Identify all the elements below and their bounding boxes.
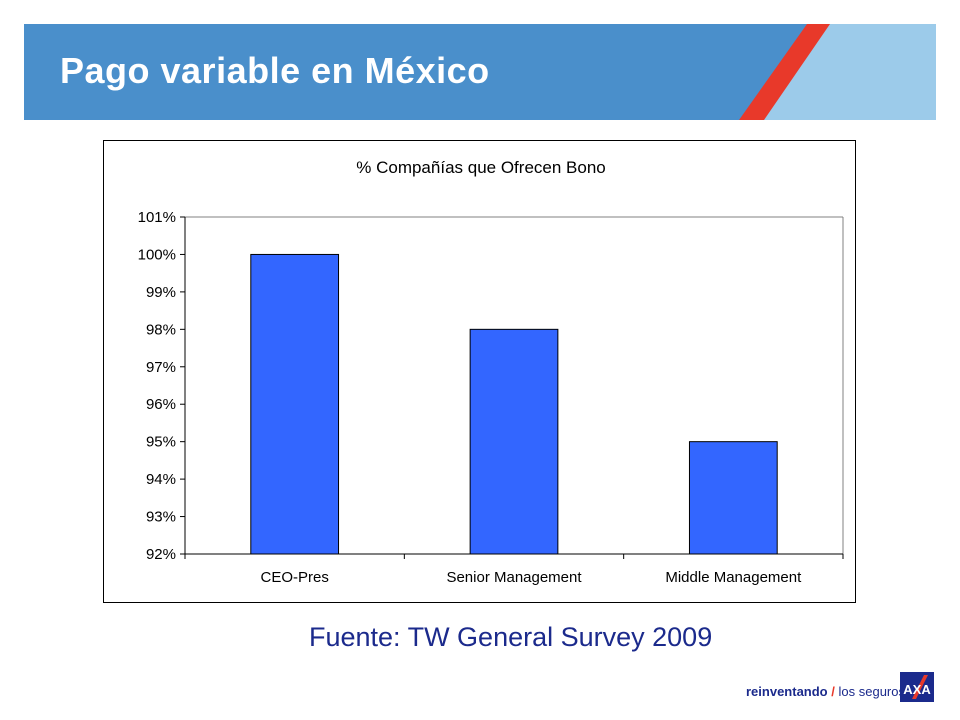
y-tick-label: 93% (146, 509, 176, 526)
tagline-slash: / (831, 684, 835, 699)
header-light-panel (754, 24, 936, 120)
y-tick-label: 101% (138, 209, 176, 226)
slide-header: Pago variable en México (24, 24, 936, 120)
axa-logo-slash (912, 675, 928, 699)
plot-area: 92% 93% 94% 95% 96% 97% 98% 99% 100% 101% CEO-Pres… (138, 209, 844, 586)
x-tick-label: Middle Management (665, 569, 802, 586)
axa-logo: AXA (900, 672, 934, 702)
source-note: Fuente: TW General Survey 2009 (309, 622, 713, 652)
y-tick-label: 94% (146, 471, 176, 488)
bar-senior-management (469, 328, 559, 555)
y-tick-label: 95% (146, 434, 176, 451)
brand-footer: reinventando / los seguros AXA (740, 664, 938, 704)
tagline-rest: los seguros (838, 684, 905, 699)
header-red-stripe (739, 24, 830, 120)
brand-tagline: reinventando / los seguros (746, 684, 905, 699)
bar-chart: % Compañías que Ofrecen Bono 92% 93% 94% 95… (138, 158, 844, 586)
y-tick-label: 92% (146, 546, 176, 563)
tagline-bold: reinventando (746, 684, 828, 699)
bar-ceo-pres (250, 253, 340, 555)
y-tick-label: 100% (138, 246, 176, 263)
y-tick-label: 97% (146, 359, 176, 376)
x-tick-label: Senior Management (446, 569, 582, 586)
y-tick-label: 99% (146, 284, 176, 301)
x-tick-label: CEO-Pres (260, 569, 328, 586)
chart-title: % Compañías que Ofrecen Bono (356, 158, 605, 177)
header-background (24, 24, 936, 120)
y-tick-label: 96% (146, 396, 176, 413)
bar-middle-management (688, 441, 778, 555)
page-title: Pago variable en México (60, 50, 490, 91)
axa-logo-text: AXA (903, 682, 931, 697)
y-tick-label: 98% (146, 321, 176, 338)
chart-frame: % Compañías que Ofrecen Bono 92% 93% 94% 95… (103, 140, 856, 603)
